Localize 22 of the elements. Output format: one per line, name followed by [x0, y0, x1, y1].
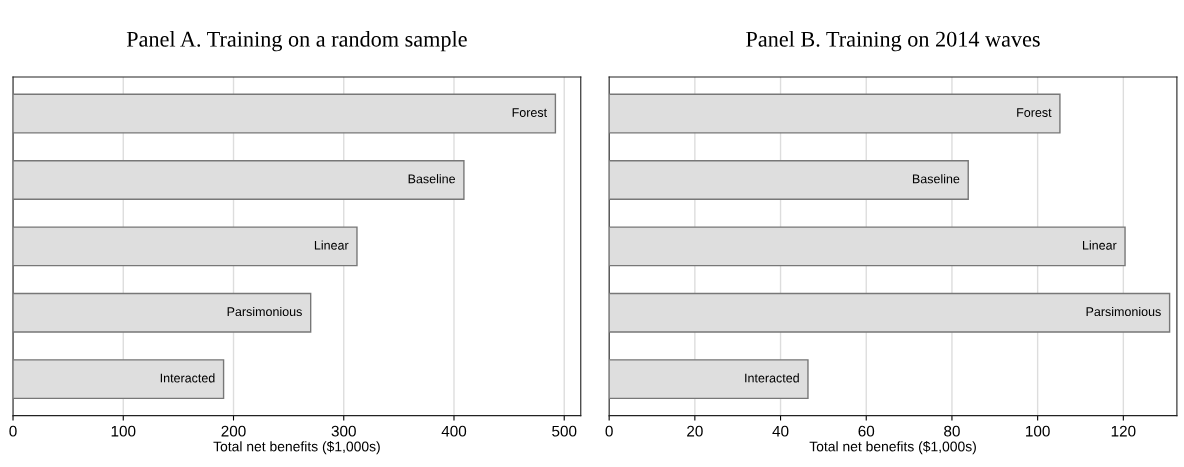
- x-tick-label: 300: [331, 425, 356, 437]
- x-tick-label: 100: [1026, 425, 1050, 437]
- x-tick-label: 0: [605, 425, 613, 437]
- category-label: Forest: [1017, 108, 1052, 117]
- x-tick-label: 40: [772, 425, 789, 437]
- chart-title: Panel A. Training on a random sample: [126, 31, 467, 52]
- x-tick-label: 100: [111, 425, 136, 437]
- x-tick-label: 20: [687, 425, 703, 437]
- x-tick-label: 500: [552, 425, 577, 437]
- x-tick-label: 120: [1111, 425, 1136, 437]
- x-tick-label: 80: [944, 425, 960, 437]
- x-axis-title: Total net benefits ($1,000s): [809, 440, 976, 455]
- x-tick-label: 0: [9, 425, 17, 437]
- category-label: Linear: [1083, 240, 1117, 250]
- category-label: Baseline: [912, 174, 960, 184]
- x-axis-title: Total net benefits ($1,000s): [213, 440, 380, 455]
- chart-title: Panel B. Training on 2014 waves: [746, 31, 1040, 52]
- category-label: Parsimonious: [1086, 306, 1161, 317]
- x-tick-label: 200: [221, 425, 246, 437]
- category-label: Interacted: [745, 373, 799, 383]
- x-tick-label: 60: [858, 425, 875, 437]
- x-tick-label: 400: [441, 425, 467, 437]
